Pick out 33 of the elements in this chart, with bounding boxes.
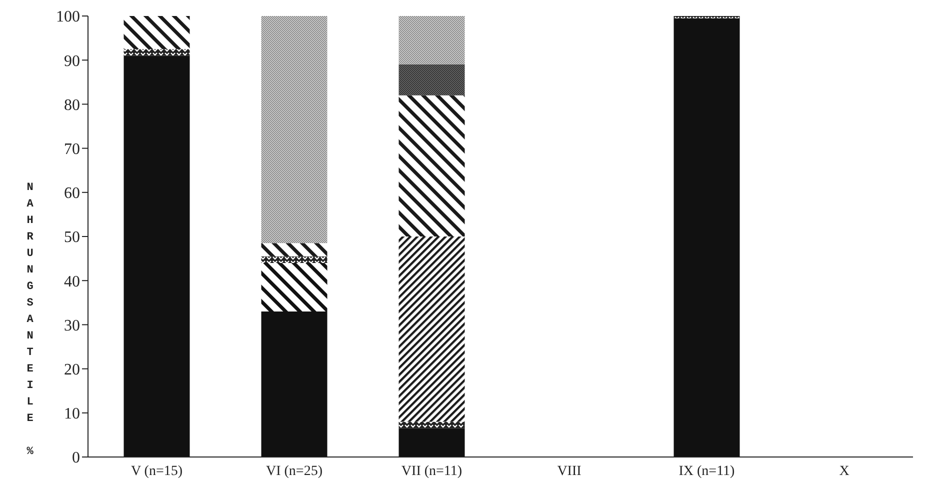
bar [398,236,465,422]
bar [124,56,190,457]
bar [261,262,328,312]
y-tick-label: 80 [64,96,80,114]
x-tick-label: VII (n=11) [401,464,462,479]
x-tick-label: VI (n=25) [266,464,323,479]
x-tick-label: V (n=15) [130,464,183,479]
text: NAHRUNGSANTEILE % [26,182,34,458]
bar [398,16,465,65]
bar [124,49,190,56]
bar [398,64,465,96]
y-tick-label: 40 [64,273,80,290]
bar [261,256,328,263]
bar [124,16,190,50]
y-tick-label: 100 [56,8,80,26]
y-tick-label: 0 [72,450,80,467]
x-tick-label: IX (n=11) [678,464,736,479]
bar [398,422,465,428]
bar [261,243,328,256]
bar [674,18,740,457]
x-tick-label: X [839,464,850,479]
bar [261,16,328,244]
bar [398,428,465,457]
x-tick-label: VIII [557,464,582,479]
y-tick-label: 60 [64,185,80,202]
y-tick-label: 30 [64,317,80,334]
bar [398,95,465,236]
bar [261,311,328,457]
y-tick-label: 10 [64,406,80,423]
y-tick-label: 50 [64,229,80,246]
y-tick-label: 70 [64,140,80,158]
y-tick-label: 90 [64,52,80,70]
y-tick-label: 20 [64,361,80,378]
